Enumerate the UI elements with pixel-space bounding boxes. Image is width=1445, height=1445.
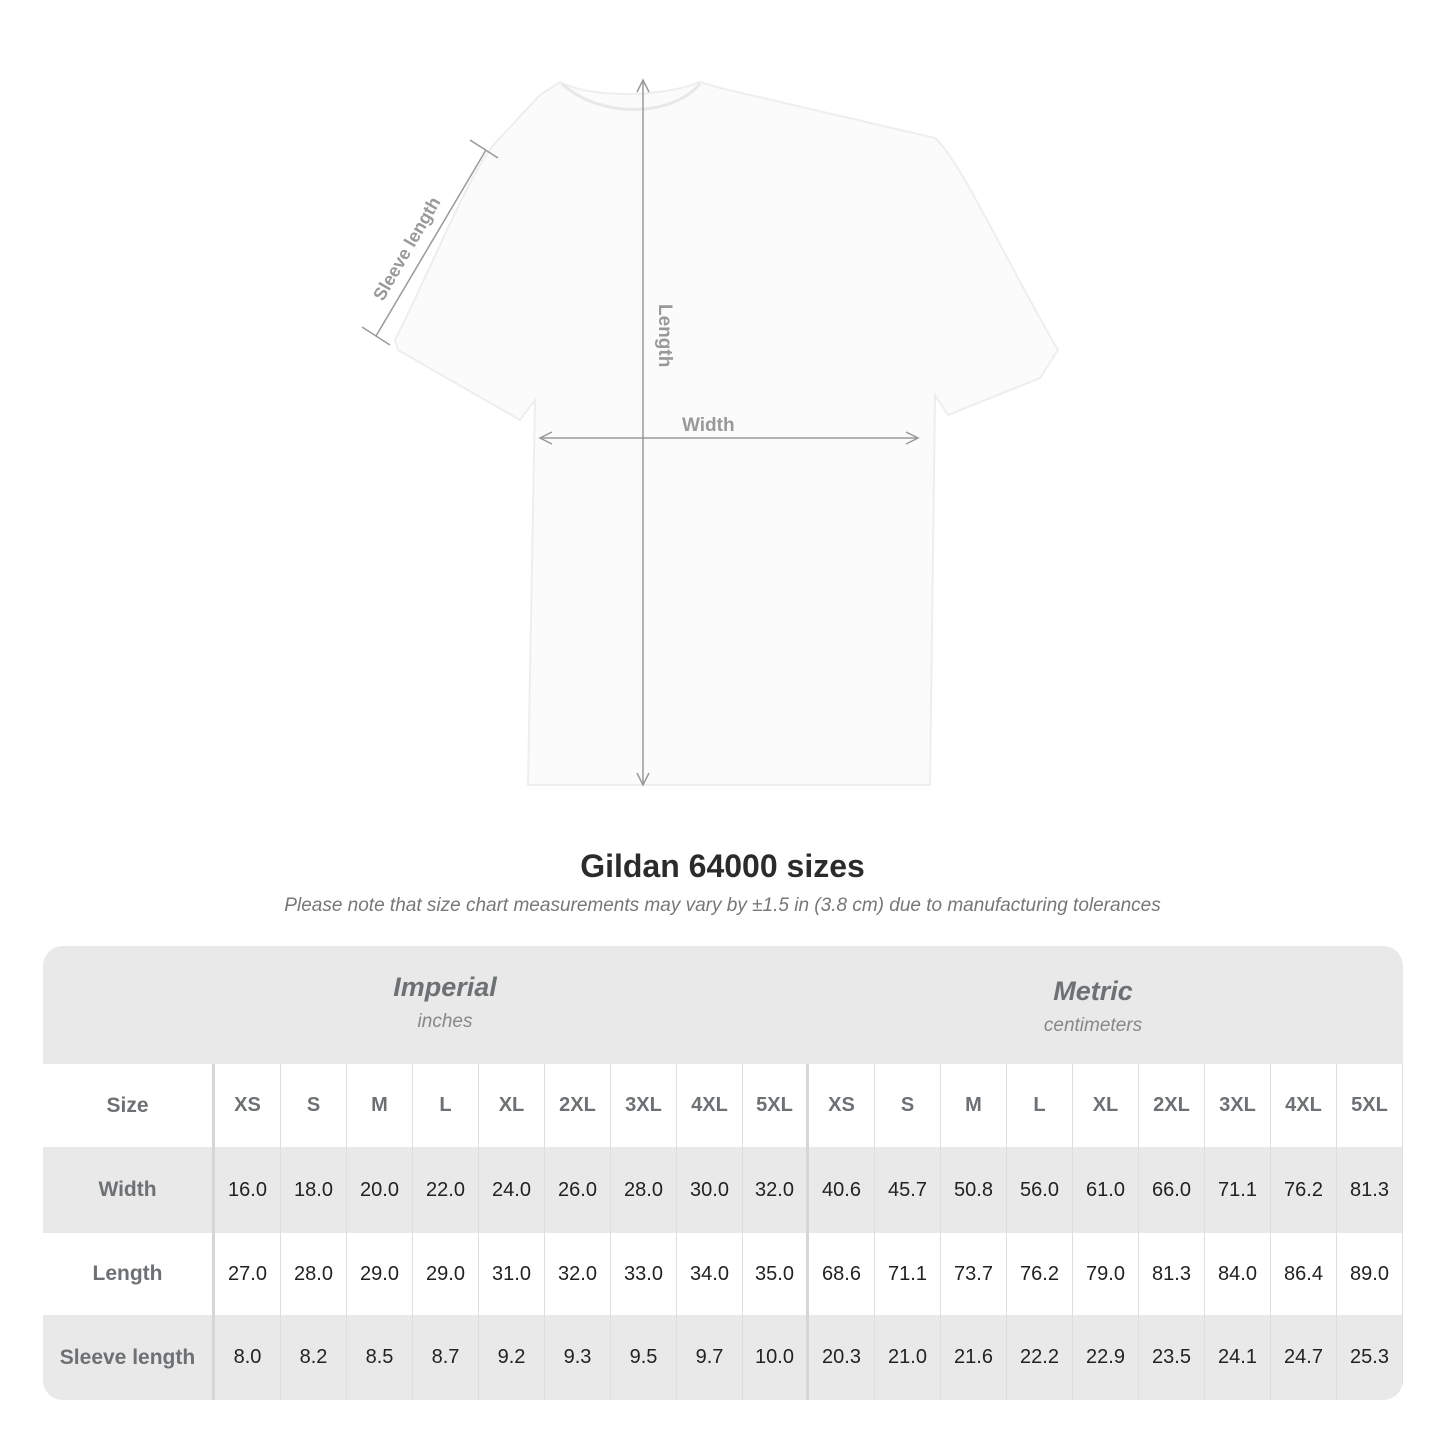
metric-value-cell: 79.0	[1073, 1233, 1139, 1315]
imperial-value-cell: 29.0	[347, 1233, 413, 1315]
imperial-value-cell: 26.0	[545, 1147, 611, 1233]
imperial-value-cell: 24.0	[479, 1147, 545, 1233]
metric-value-cell: 76.2	[1271, 1147, 1337, 1233]
size-column-header: S	[875, 1064, 941, 1147]
metric-value-cell: 40.6	[809, 1147, 875, 1233]
collar	[561, 82, 702, 111]
imperial-value-cell: 9.3	[545, 1315, 611, 1400]
metric-value-cell: 21.6	[941, 1315, 1007, 1400]
metric-value-cell: 61.0	[1073, 1147, 1139, 1233]
metric-value-cell: 24.7	[1271, 1315, 1337, 1400]
size-column-header: L	[413, 1064, 479, 1147]
chart-title: Gildan 64000 sizes	[580, 848, 865, 884]
size-header-row: Size XS S M L XL 2XL 3XL 4XL 5XL XS S M L XL 2XL 3XL 4XL 5…	[43, 1064, 1403, 1147]
metric-value-cell: 71.1	[1205, 1147, 1271, 1233]
imperial-value-cell: 8.0	[215, 1315, 281, 1400]
imperial-value-cell: 30.0	[677, 1147, 743, 1233]
size-column-header: XL	[1073, 1064, 1139, 1147]
size-column-header: 4XL	[677, 1064, 743, 1147]
table-row: Width 16.0 18.0 20.0 22.0 24.0 26.0 28.0 30.0 32.…	[43, 1147, 1403, 1233]
metric-value-cell: 22.2	[1007, 1315, 1073, 1400]
size-column-header: 4XL	[1271, 1064, 1337, 1147]
metric-value-cell: 81.3	[1139, 1233, 1205, 1315]
imperial-value-cell: 18.0	[281, 1147, 347, 1233]
metric-value-cell: 73.7	[941, 1233, 1007, 1315]
imperial-value-cell: 8.5	[347, 1315, 413, 1400]
metric-value-cell: 24.1	[1205, 1315, 1271, 1400]
imperial-value-cell: 35.0	[743, 1233, 809, 1315]
size-column-header: L	[1007, 1064, 1073, 1147]
imperial-value-cell: 8.7	[413, 1315, 479, 1400]
imperial-value-cell: 33.0	[611, 1233, 677, 1315]
size-column-header: 2XL	[1139, 1064, 1205, 1147]
row-label: Size	[43, 1064, 215, 1147]
metric-header: Metric centimeters	[863, 946, 1323, 1094]
imperial-value-cell: 32.0	[743, 1147, 809, 1233]
imperial-value-cell: 28.0	[611, 1147, 677, 1233]
imperial-value-cell: 27.0	[215, 1233, 281, 1315]
metric-label: Metric	[1053, 976, 1133, 1006]
size-column-header: XS	[215, 1064, 281, 1147]
imperial-value-cell: 28.0	[281, 1233, 347, 1315]
metric-value-cell: 50.8	[941, 1147, 1007, 1233]
metric-value-cell: 45.7	[875, 1147, 941, 1233]
metric-value-cell: 76.2	[1007, 1233, 1073, 1315]
metric-value-cell: 81.3	[1337, 1147, 1403, 1233]
metric-value-cell: 23.5	[1139, 1315, 1205, 1400]
size-column-header: 5XL	[1337, 1064, 1403, 1147]
metric-value-cell: 68.6	[809, 1233, 875, 1315]
size-table: Imperial inches Metric centimeters Size X…	[43, 946, 1403, 1400]
width-label: Width	[682, 415, 735, 436]
metric-value-cell: 20.3	[809, 1315, 875, 1400]
metric-value-cell: 86.4	[1271, 1233, 1337, 1315]
metric-value-cell: 25.3	[1337, 1315, 1403, 1400]
imperial-header: Imperial inches	[215, 946, 675, 1090]
table-row: Length 27.0 28.0 29.0 29.0 31.0 32.0 33.0 34.0 35…	[43, 1233, 1403, 1315]
imperial-value-cell: 9.7	[677, 1315, 743, 1400]
metric-value-cell: 66.0	[1139, 1147, 1205, 1233]
row-label: Length	[43, 1233, 215, 1315]
size-column-header: XL	[479, 1064, 545, 1147]
size-column-header: S	[281, 1064, 347, 1147]
imperial-value-cell: 20.0	[347, 1147, 413, 1233]
imperial-value-cell: 10.0	[743, 1315, 809, 1400]
metric-value-cell: 89.0	[1337, 1233, 1403, 1315]
tshirt-diagram: Sleeve length Length Width	[361, 78, 1060, 787]
size-column-header: M	[347, 1064, 413, 1147]
size-column-header: 2XL	[545, 1064, 611, 1147]
imperial-label: Imperial	[393, 972, 497, 1002]
imperial-value-cell: 9.5	[611, 1315, 677, 1400]
metric-value-cell: 56.0	[1007, 1147, 1073, 1233]
size-column-header: 3XL	[611, 1064, 677, 1147]
size-column-header: M	[941, 1064, 1007, 1147]
metric-value-cell: 22.9	[1073, 1315, 1139, 1400]
metric-unit: centimeters	[1043, 1015, 1143, 1036]
length-label: Length	[654, 304, 675, 367]
tolerance-note: Please note that size chart measurements…	[284, 895, 1161, 916]
table-row: Sleeve length 8.0 8.2 8.5 8.7 9.2 9.3 9.5 9.7 10.…	[43, 1315, 1403, 1400]
row-label: Sleeve length	[43, 1315, 215, 1400]
sleeve-arrow	[375, 149, 487, 337]
size-column-header: XS	[809, 1064, 875, 1147]
imperial-value-cell: 8.2	[281, 1315, 347, 1400]
imperial-value-cell: 29.0	[413, 1233, 479, 1315]
imperial-value-cell: 22.0	[413, 1147, 479, 1233]
imperial-unit: inches	[417, 1011, 473, 1032]
metric-value-cell: 84.0	[1205, 1233, 1271, 1315]
size-column-header: 5XL	[743, 1064, 809, 1147]
row-label: Width	[43, 1147, 215, 1233]
size-column-header: 3XL	[1205, 1064, 1271, 1147]
imperial-value-cell: 34.0	[677, 1233, 743, 1315]
imperial-value-cell: 32.0	[545, 1233, 611, 1315]
metric-value-cell: 71.1	[875, 1233, 941, 1315]
tshirt-shape	[393, 80, 1060, 786]
metric-value-cell: 21.0	[875, 1315, 941, 1400]
imperial-value-cell: 9.2	[479, 1315, 545, 1400]
imperial-value-cell: 16.0	[215, 1147, 281, 1233]
imperial-value-cell: 31.0	[479, 1233, 545, 1315]
